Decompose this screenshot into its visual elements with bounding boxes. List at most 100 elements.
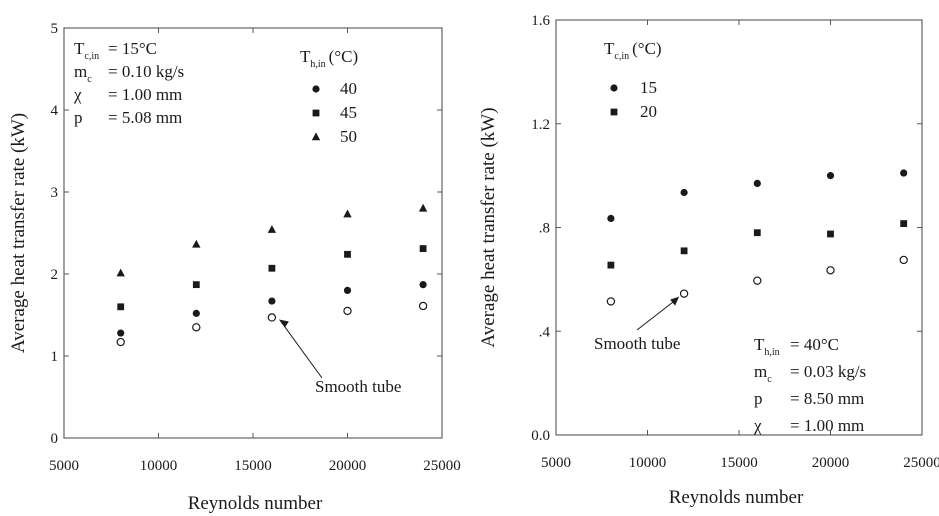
condition-symbol: Tc,in <box>74 39 99 62</box>
data-point <box>900 169 908 177</box>
data-point <box>192 281 200 289</box>
data-point <box>343 306 352 316</box>
data-point <box>680 188 688 197</box>
annotation-label: Smooth tube <box>594 334 680 353</box>
x-axis-label: Reynolds number <box>188 493 323 514</box>
data-point <box>117 303 125 311</box>
data-point <box>117 329 125 337</box>
y-tick-label: 1.2 <box>531 117 550 133</box>
series-50 <box>116 203 428 277</box>
legend-title: Tc,in (°C) <box>604 39 662 62</box>
series-15 <box>607 169 908 223</box>
arrow-head <box>278 319 289 328</box>
legend: Tc,in (°C) 15 20 <box>604 39 662 121</box>
annotation-arrow <box>636 299 677 331</box>
annotation-arrow <box>280 321 323 379</box>
y-tick-label: 2 <box>51 267 59 283</box>
condition-value: = 0.03 kg/s <box>790 362 866 381</box>
y-axis-label: Average heat transfer rate (kW) <box>8 113 29 353</box>
data-point <box>116 337 125 347</box>
y-tick-label: .4 <box>539 324 551 340</box>
legend-marker <box>610 108 618 116</box>
data-point <box>268 264 276 272</box>
y-tick-label: 4 <box>51 103 59 119</box>
x-axis-label: Reynolds number <box>669 487 804 508</box>
data-point <box>419 281 427 289</box>
data-point <box>607 261 615 269</box>
plot-frame <box>555 19 923 436</box>
condition-symbol: mc <box>754 362 772 385</box>
data-point <box>418 301 428 311</box>
condition-symbol: p <box>754 389 763 408</box>
x-tick-label: 10000 <box>140 458 178 474</box>
condition-symbol: p <box>74 108 83 127</box>
data-point <box>606 297 616 306</box>
data-point <box>343 286 352 294</box>
y-tick-label: 0.0 <box>531 428 550 444</box>
data-point <box>418 203 428 212</box>
data-point <box>267 313 277 322</box>
data-point <box>899 255 908 265</box>
data-point <box>826 172 835 180</box>
legend: Th,in (°C) 40 45 50 <box>300 47 358 146</box>
y-tick-label: 1.6 <box>531 13 550 29</box>
data-point <box>419 245 427 252</box>
data-point <box>343 209 352 218</box>
data-point <box>192 239 201 248</box>
data-point <box>192 323 201 332</box>
x-tick-label: 20000 <box>812 455 850 471</box>
condition-symbol: mc <box>74 62 92 85</box>
data-point <box>268 297 276 305</box>
legend-marker <box>610 84 618 92</box>
y-tick-label: 1 <box>51 349 59 365</box>
legend-label: 50 <box>340 127 357 146</box>
x-tick-label: 15000 <box>720 455 758 471</box>
data-point <box>753 179 761 188</box>
condition-value: = 1.00 mm <box>108 85 182 104</box>
chart-panel-2: 5000 10000 15000 20000 25000 0.0 .4 .8 1.2 1.6 Rey… <box>478 13 939 508</box>
condition-value: = 8.50 mm <box>790 389 864 408</box>
legend-label: 20 <box>640 102 657 121</box>
series-40 <box>117 281 427 337</box>
annotation-label: Smooth tube <box>315 377 401 396</box>
y-axis-label: Average heat transfer rate (kW) <box>478 107 499 347</box>
data-point <box>753 276 762 285</box>
data-point <box>900 220 908 228</box>
data-point <box>680 247 688 255</box>
condition-value: = 0.10 kg/s <box>108 62 184 81</box>
y-tick-label: 3 <box>51 185 59 201</box>
x-tick-label: 25000 <box>903 455 939 471</box>
y-tick-label: 0 <box>51 431 59 447</box>
legend-label: 15 <box>640 78 657 97</box>
condition-value: = 5.08 mm <box>108 108 182 127</box>
condition-symbol: Th,in <box>754 335 780 358</box>
series-20 <box>607 220 908 269</box>
data-point <box>344 250 351 258</box>
condition-value: = 1.00 mm <box>790 416 864 435</box>
legend-marker <box>311 132 321 141</box>
series-45 <box>117 245 427 311</box>
legend-marker <box>312 109 320 117</box>
x-tick-label: 25000 <box>423 458 461 474</box>
x-tick-label: 5000 <box>541 455 571 471</box>
x-tick-label: 20000 <box>329 458 367 474</box>
arrow-head <box>670 296 680 306</box>
x-tick-label: 5000 <box>49 458 79 474</box>
condition-symbol: χ <box>73 85 82 104</box>
legend-marker <box>312 85 320 93</box>
series-smooth-tube <box>606 255 908 306</box>
data-point <box>826 266 835 275</box>
data-point <box>607 214 615 223</box>
x-tick-label: 10000 <box>629 455 667 471</box>
legend-label: 40 <box>340 79 357 98</box>
x-tick-label: 15000 <box>234 458 272 474</box>
data-point <box>827 230 834 238</box>
condition-symbol: χ <box>753 416 762 435</box>
data-point <box>753 229 761 237</box>
legend-title: Th,in (°C) <box>300 47 358 70</box>
condition-value: = 15°C <box>108 39 157 58</box>
data-point <box>192 309 200 317</box>
y-tick-label: .8 <box>539 221 550 237</box>
